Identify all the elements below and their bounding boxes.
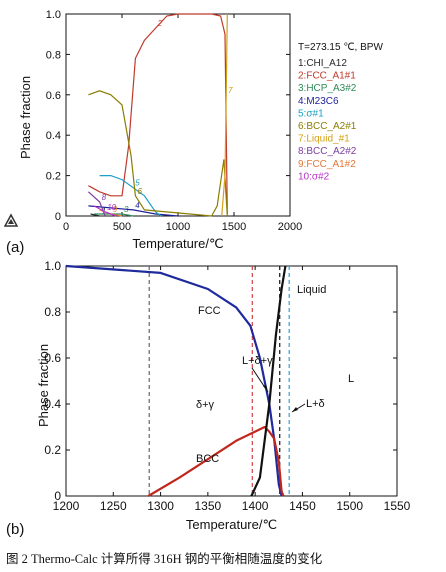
y-tick-label: 0.6	[46, 90, 61, 102]
legend-item-8: 8:BCC_A2#2	[298, 146, 357, 157]
panel-a-plot-frame	[65, 13, 291, 217]
y-tick-label: 1.0	[44, 259, 61, 273]
series-line-3	[94, 213, 134, 217]
series-line-2	[88, 13, 228, 215]
panel-b-plot-frame	[65, 265, 398, 497]
x-tick-label: 1200	[53, 499, 80, 513]
annotation-fcc: FCC	[198, 305, 221, 317]
legend-item-7: 7:Liquid_#1	[298, 134, 350, 145]
annotation-arrows	[251, 367, 306, 413]
y-tick-label: 0.4	[44, 397, 61, 411]
series-line-7	[221, 13, 228, 217]
series-marker-7: 7	[228, 86, 233, 95]
annotation-liquid: Liquid	[297, 284, 326, 296]
series-marker-4: 4	[135, 201, 140, 210]
series-line-6	[88, 90, 228, 217]
panel-b-y-axis-label: Phase fraction	[36, 344, 51, 427]
logo-triangle-inner	[8, 219, 14, 224]
y-tick-label: 0.2	[46, 171, 61, 183]
y-tick-label: 0	[54, 489, 61, 503]
logo-triangle-outer	[3, 213, 19, 227]
y-tick-label: 1.0	[46, 9, 61, 21]
series-marker-5: 5	[135, 179, 140, 188]
annotation-l-delta: L+δ	[306, 398, 325, 410]
x-tick-label: 1000	[166, 221, 190, 233]
x-tick-label: 1300	[147, 499, 174, 513]
series-marker-9: 9	[113, 205, 118, 214]
legend-item-5: 5:σ#1	[298, 108, 324, 119]
series-line-10	[93, 205, 117, 217]
series-line-5	[99, 175, 162, 217]
legend-item-2: 2:FCC_A1#1	[298, 71, 356, 82]
x-tick-label: 1550	[384, 499, 411, 513]
legend-item-3: 3:HCP_A3#2	[298, 83, 357, 94]
series-line-1	[90, 213, 100, 217]
x-tick-label: 0	[63, 221, 69, 233]
figure-caption: 图 2 Thermo-Calc 计算所得 316H 钢的平衡相随温度的变化	[6, 552, 323, 566]
panel-b-ticks: 1200 1250 1300 1350 1400 1450 1500 1550 0 0.2 0.4 0…	[44, 259, 410, 513]
x-tick-label: 1500	[222, 221, 246, 233]
annotation-bcc: BCC	[196, 453, 219, 465]
panel-a-label: (a)	[6, 239, 24, 256]
panel-b-label: (b)	[6, 521, 24, 538]
arrow-head-l-delta	[292, 407, 298, 412]
series-line-liquid	[250, 265, 287, 497]
panel-b-series	[65, 264, 287, 497]
x-tick-label: 1500	[336, 499, 363, 513]
panel-b-x-axis-label: Temperature/℃	[186, 517, 277, 532]
x-tick-label: 1400	[242, 499, 269, 513]
legend-item-10: 10:σ#2	[298, 171, 330, 182]
y-tick-label: 0.6	[44, 351, 61, 365]
y-tick-label: 0.2	[44, 443, 61, 457]
panel-a-ticks: 0 500 1000 1500 2000 0 0.2 0.4 0.6 0.8 1.0	[46, 9, 303, 233]
annotation-l: L	[348, 373, 354, 385]
series-marker-2: 2	[157, 19, 163, 28]
x-tick-label: 2000	[278, 221, 302, 233]
y-tick-label: 0	[55, 211, 61, 223]
series-marker-8: 8	[102, 193, 107, 202]
arrow-head-l-delta-gamma	[263, 385, 268, 392]
annotation-delta-gamma: δ+γ	[196, 399, 215, 411]
thermo-calc-logo-icon	[3, 213, 19, 227]
legend-item-1: 1:CHI_A12	[298, 58, 347, 69]
legend-item-4: 4:M23C6	[298, 96, 339, 107]
series-line-fcc	[65, 264, 283, 497]
panel-a-y-axis-label: Phase fraction	[18, 76, 33, 159]
x-tick-label: 1450	[289, 499, 316, 513]
panel-b: 1200 1250 1300 1350 1400 1450 1500 1550 0 0.2 0.4 0…	[6, 259, 411, 538]
annotation-l-delta-gamma: L+δ+γ	[242, 355, 273, 367]
series-marker-6: 6	[137, 187, 142, 196]
series-marker-10: 10	[107, 203, 116, 212]
x-tick-label: 1350	[195, 499, 222, 513]
series-line-bcc	[147, 425, 285, 497]
x-tick-label: 500	[113, 221, 131, 233]
legend-item-6: 6:BCC_A2#1	[298, 121, 357, 132]
panel-a-legend: 1:CHI_A12 2:FCC_A1#13:HCP_A3#2 4:M23C65:σ#…	[298, 58, 357, 182]
legend-item-9: 9:FCC_A1#2	[298, 159, 356, 170]
y-tick-label: 0.4	[46, 130, 61, 142]
y-tick-label: 0.8	[44, 305, 61, 319]
panel-a-x-axis-label: Temperature/℃	[132, 236, 223, 251]
panel-a-conditions: T=273.15 ℃, BPW	[298, 42, 383, 53]
series-line-4	[88, 205, 179, 217]
y-tick-label: 0.8	[46, 49, 61, 61]
x-tick-label: 1250	[100, 499, 127, 513]
